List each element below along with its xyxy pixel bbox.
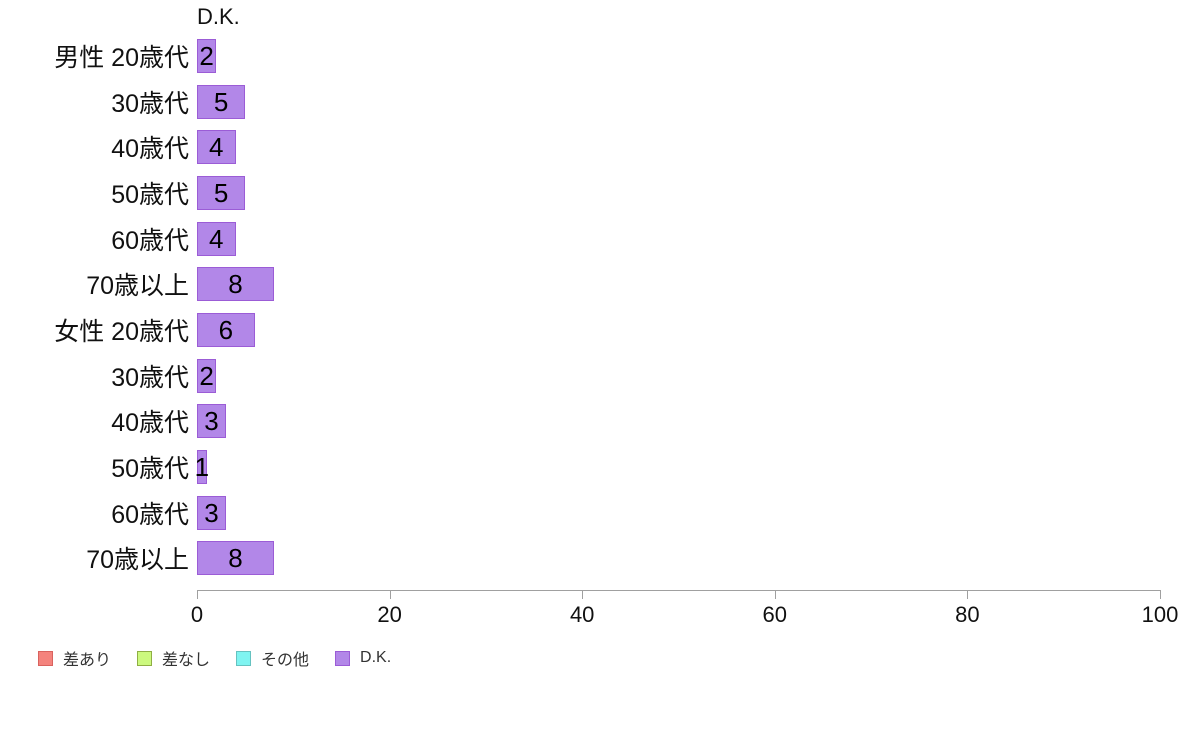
category-label: 女性 20歳代 — [54, 317, 189, 346]
bar: 4 — [197, 221, 236, 256]
category-label: 70歳以上 — [86, 546, 189, 575]
category-label: 男性 20歳代 — [54, 43, 189, 72]
chart-row: 50歳代 1 — [0, 444, 1188, 490]
bar-area: 3 — [197, 490, 1188, 536]
legend: 差あり 差なし その他 D.K. — [38, 646, 391, 670]
bar-value-label: 4 — [209, 223, 224, 254]
bar-value-label: 2 — [199, 360, 214, 391]
bar-area: 2 — [197, 33, 1188, 79]
bar: 5 — [197, 84, 246, 119]
bar-area: 1 — [194, 444, 1188, 490]
legend-label: その他 — [261, 652, 310, 669]
legend-swatch-icon — [335, 650, 351, 666]
bar-value-label: 2 — [199, 40, 214, 71]
x-tick-label: 80 — [955, 602, 980, 627]
bar-value-label: 5 — [213, 177, 229, 208]
bar-area: 8 — [197, 261, 1188, 307]
x-tick — [1160, 590, 1161, 599]
chart-row: 50歳代 5 — [0, 170, 1188, 216]
x-tick — [389, 590, 391, 599]
x-tick-label: 0 — [190, 602, 204, 627]
bar: 8 — [197, 267, 275, 302]
bar: 6 — [197, 312, 255, 347]
bar-area: 4 — [197, 124, 1188, 170]
chart-row: 40歳代 4 — [0, 124, 1188, 170]
chart-row: 30歳代 2 — [0, 353, 1188, 399]
bar: 2 — [197, 358, 217, 393]
legend-swatch-icon — [236, 650, 252, 666]
x-tick — [197, 590, 198, 599]
bar: 3 — [197, 404, 226, 439]
bar-area: 6 — [197, 307, 1188, 353]
bar-area: 5 — [197, 170, 1188, 216]
bar: 8 — [197, 541, 275, 576]
legend-item: 差あり — [38, 646, 111, 670]
legend-item: D.K. — [335, 649, 391, 667]
x-tick-label: 20 — [377, 602, 402, 627]
bar-value-label: 3 — [204, 406, 219, 437]
category-label: 50歳代 — [111, 180, 189, 209]
x-tick — [967, 590, 969, 599]
category-label: 50歳代 — [111, 455, 189, 484]
bar-value-label: 5 — [213, 86, 229, 117]
bar-value-label: 3 — [204, 497, 219, 528]
bar-value-label: 4 — [209, 132, 224, 163]
category-label: 30歳代 — [111, 363, 189, 392]
chart-row: 60歳代 3 — [0, 490, 1188, 536]
x-tick-label: 60 — [762, 602, 788, 627]
bar-area: 3 — [197, 399, 1188, 445]
chart-row: 40歳代 3 — [0, 399, 1188, 445]
category-label: 30歳代 — [111, 89, 189, 118]
legend-swatch-icon — [137, 650, 153, 666]
bar-area: 4 — [197, 216, 1188, 262]
category-label: 60歳代 — [111, 226, 189, 255]
bar: 2 — [197, 38, 217, 73]
bar-value-label: 1 — [194, 452, 210, 483]
bar: 4 — [197, 130, 236, 165]
chart-rows: 男性 20歳代 2 30歳代 5 40歳代 4 50歳代 5 60歳代 4 70歳以上 8 女性 20歳… — [0, 33, 1188, 581]
chart-row: 男性 20歳代 2 — [0, 33, 1188, 79]
legend-item: 差なし — [137, 646, 210, 670]
x-tick-label: 40 — [569, 602, 595, 627]
bar-value-label: 6 — [218, 314, 234, 345]
bar-value-label: 8 — [228, 543, 243, 574]
x-tick — [774, 590, 776, 599]
legend-label: D.K. — [360, 649, 392, 666]
category-label: 70歳以上 — [86, 272, 189, 301]
bar: 3 — [197, 495, 226, 530]
chart-row: 60歳代 4 — [0, 216, 1188, 262]
category-label: 40歳代 — [111, 135, 189, 164]
category-label: 40歳代 — [111, 409, 189, 438]
x-axis-line — [197, 590, 1161, 591]
chart-row: 女性 20歳代 6 — [0, 307, 1188, 353]
bar-area: 5 — [197, 79, 1188, 125]
chart-title: D.K. — [197, 4, 240, 29]
chart-row: 70歳以上 8 — [0, 261, 1188, 307]
category-label: 60歳代 — [111, 500, 189, 529]
chart-row: 30歳代 5 — [0, 79, 1188, 125]
bar: 1 — [194, 450, 210, 485]
legend-label: 差なし — [162, 652, 211, 669]
legend-label: 差あり — [63, 652, 112, 669]
bar-area: 2 — [197, 353, 1188, 399]
legend-swatch-icon — [38, 650, 53, 666]
x-tick-label: 100 — [1141, 602, 1179, 627]
bar-area: 8 — [197, 536, 1188, 582]
bar-value-label: 8 — [228, 269, 243, 300]
bar: 5 — [197, 175, 246, 210]
x-tick — [582, 590, 584, 599]
legend-item: その他 — [236, 646, 309, 670]
chart-row: 70歳以上 8 — [0, 536, 1188, 582]
